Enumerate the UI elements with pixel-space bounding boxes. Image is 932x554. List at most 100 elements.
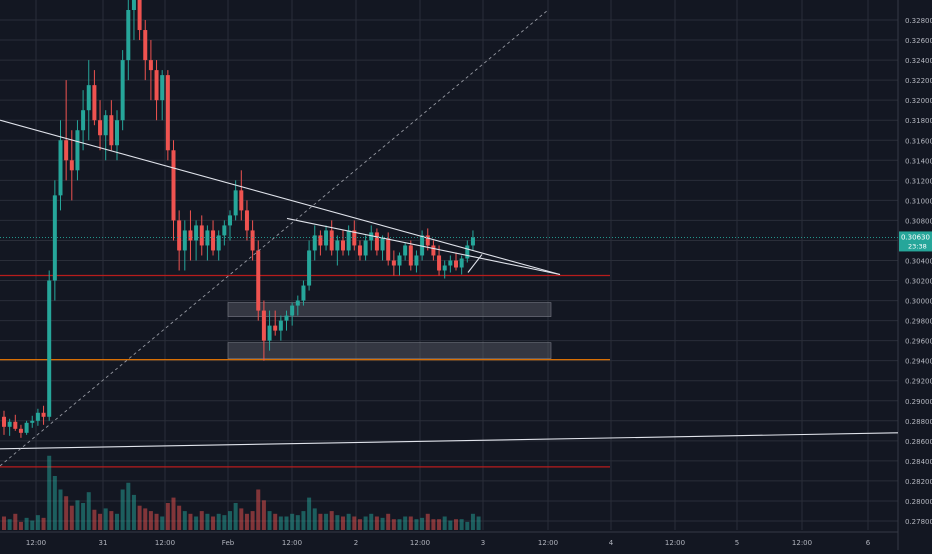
price-zone[interactable] (227, 302, 552, 317)
volume-bar (290, 513, 295, 530)
candle-body (24, 422, 29, 433)
candle-body (391, 260, 396, 266)
price-zone[interactable] (227, 342, 552, 359)
x-tick-label: 6 (866, 539, 871, 547)
candle-body (35, 412, 40, 421)
volume-bar (256, 489, 261, 530)
volume-bar (369, 513, 374, 530)
volume-bar (199, 511, 204, 530)
candle-body (30, 420, 35, 423)
volume-bar (470, 513, 475, 530)
volume-bar (476, 516, 481, 530)
x-tick-label: 12:00 (792, 539, 812, 547)
volume-bar (13, 513, 18, 530)
volume-bar (222, 515, 227, 530)
candle-body (7, 421, 12, 427)
volume-bar (250, 511, 255, 530)
volume-bar (160, 516, 165, 530)
current-price-value: 0.30630 (901, 233, 930, 241)
volume-bar (171, 497, 176, 530)
volume-bar (137, 505, 142, 530)
candle-body (120, 60, 125, 121)
volume-bar (58, 489, 63, 530)
y-tick-label: 0.28000 (905, 498, 932, 506)
volume-bar (143, 508, 148, 530)
trendline-descending[interactable] (0, 119, 561, 276)
candle-body (369, 232, 374, 241)
trendline-upper[interactable] (286, 217, 561, 276)
x-tick-label: 5 (735, 539, 739, 547)
volume-bar (35, 515, 40, 530)
volume-bar (363, 516, 368, 530)
candle-body (216, 235, 221, 251)
volume-bar (182, 511, 187, 530)
candle-body (425, 235, 430, 246)
y-tick-label: 0.29200 (905, 378, 932, 386)
volume-bar (148, 511, 153, 530)
volume-bar (69, 505, 74, 530)
candle-body (148, 60, 153, 71)
candle-body (160, 75, 165, 101)
candle-body (154, 70, 159, 101)
volume-bar (188, 513, 193, 530)
volume-bar (154, 513, 159, 530)
candle-body (109, 115, 114, 146)
candle-body (357, 245, 362, 256)
candle-body (222, 225, 227, 236)
volume-bar (109, 511, 114, 530)
candle-body (273, 325, 278, 331)
volume-bar (86, 492, 91, 530)
candle-body (18, 428, 23, 433)
candle-body (69, 160, 74, 171)
candle-body (205, 230, 210, 246)
x-tick-label: Feb (222, 539, 235, 547)
y-tick-label: 0.28800 (905, 418, 932, 426)
candle-body (228, 215, 232, 226)
y-tick-label: 0.32200 (905, 77, 932, 85)
y-tick-label: 0.30800 (905, 217, 932, 225)
volume-bar (41, 517, 46, 530)
volume-bar (459, 519, 464, 530)
volume-bar (216, 513, 221, 530)
candle-body (2, 416, 6, 427)
volume-bar (397, 519, 402, 530)
volume-bar (115, 513, 119, 530)
volume-bar (278, 516, 283, 530)
volume-bar (346, 513, 351, 530)
trendline-dashed[interactable] (0, 9, 549, 467)
candle-body (431, 245, 436, 256)
candle-body (403, 245, 408, 256)
candle-body (261, 310, 266, 341)
trendline-long[interactable] (0, 432, 899, 450)
volume-bar (267, 511, 272, 530)
y-tick-label: 0.32400 (905, 57, 932, 65)
volume-bar (2, 516, 6, 530)
y-tick-label: 0.31000 (905, 197, 932, 205)
candle-body (442, 265, 447, 271)
candle-body (465, 245, 470, 259)
candle-body (47, 280, 52, 417)
volume-bar (324, 513, 329, 530)
y-tick-label: 0.29800 (905, 318, 932, 326)
volume-bar (431, 519, 436, 530)
x-tick-label: 31 (99, 539, 108, 547)
volume-bar (437, 519, 442, 530)
trendline-short[interactable] (467, 254, 483, 273)
candle-body (233, 190, 238, 216)
candle-body (408, 245, 413, 266)
x-tick-label: 12:00 (282, 539, 302, 547)
volume-bar (64, 496, 69, 530)
candle-body (98, 120, 103, 136)
volume-bar (239, 508, 244, 530)
volume-bar (7, 519, 12, 530)
volume-bar (386, 513, 391, 530)
candle-body (52, 195, 57, 281)
candle-body (211, 230, 216, 251)
volume-bar (52, 476, 57, 530)
volume-bar (454, 519, 458, 530)
x-tick-label: 2 (354, 539, 358, 547)
volume-bar (403, 516, 408, 530)
candle-body (284, 315, 289, 321)
